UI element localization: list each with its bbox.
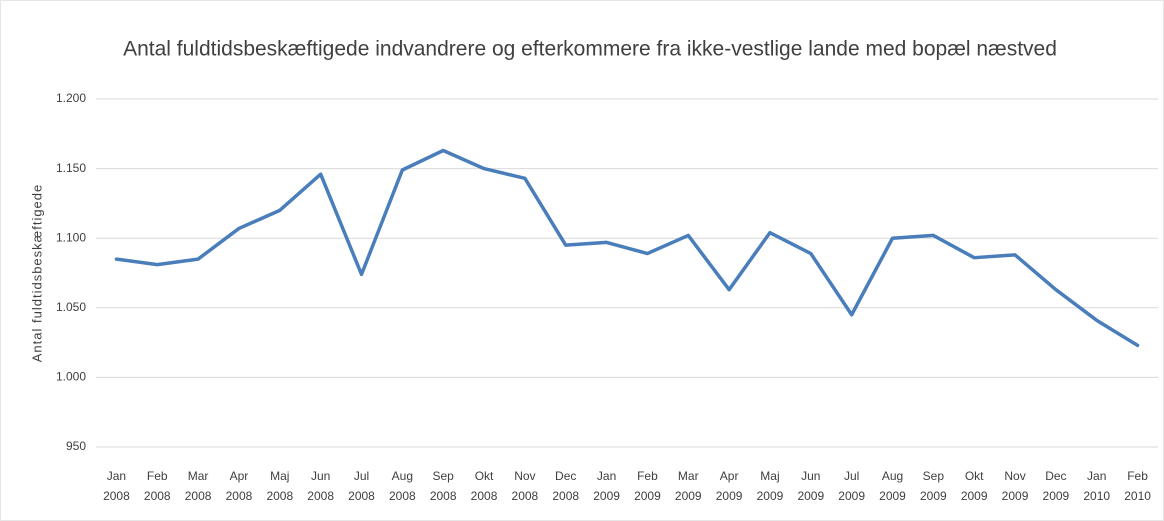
x-tick-label: Jun 2008 xyxy=(307,469,334,503)
y-tick-label: 1.150 xyxy=(56,161,86,175)
x-tick-label: Nov 2009 xyxy=(1002,469,1029,503)
y-tick-label: 1.000 xyxy=(56,370,86,384)
y-tick-label: 1.050 xyxy=(56,300,86,314)
x-tick-label: Aug 2009 xyxy=(879,469,906,503)
y-tick-label: 1.200 xyxy=(56,91,86,105)
x-tick-label: Dec 2008 xyxy=(552,469,579,503)
x-tick-label: Okt 2009 xyxy=(961,469,988,503)
x-tick-label: Feb 2009 xyxy=(634,469,661,503)
chart-title: Antal fuldtidsbeskæftigede indvandrere o… xyxy=(123,38,1057,61)
x-tick-label: Dec 2009 xyxy=(1043,469,1070,503)
x-tick-label: Apr 2009 xyxy=(716,469,743,503)
x-tick-label: Feb 2008 xyxy=(144,469,171,503)
x-tick-label: Jun 2009 xyxy=(797,469,824,503)
x-tick-label: Feb 2010 xyxy=(1124,469,1151,503)
y-tick-label: 1.100 xyxy=(56,230,86,244)
x-tick-label: Jan 2008 xyxy=(103,469,130,503)
x-tick-label: Sep 2008 xyxy=(430,469,457,503)
x-tick-label: Maj 2009 xyxy=(757,469,784,503)
x-tick-label: Nov 2008 xyxy=(512,469,539,503)
x-tick-label: Apr 2008 xyxy=(226,469,253,503)
x-tick-label: Sep 2009 xyxy=(920,469,947,503)
x-tick-label: Mar 2008 xyxy=(185,469,212,503)
x-tick-label: Jul 2009 xyxy=(838,469,865,503)
y-axis-title: Antal fuldtidsbeskæftigede xyxy=(29,184,44,362)
x-tick-label: Okt 2008 xyxy=(471,469,498,503)
y-tick-label: 950 xyxy=(66,439,86,453)
x-tick-label: Mar 2009 xyxy=(675,469,702,503)
x-tick-label: Aug 2008 xyxy=(389,469,416,503)
x-tick-label: Jan 2009 xyxy=(593,469,620,503)
x-tick-label: Jan 2010 xyxy=(1083,469,1110,503)
data-line xyxy=(114,148,1140,348)
x-tick-label: Maj 2008 xyxy=(266,469,293,503)
x-tick-label: Jul 2008 xyxy=(348,469,375,503)
